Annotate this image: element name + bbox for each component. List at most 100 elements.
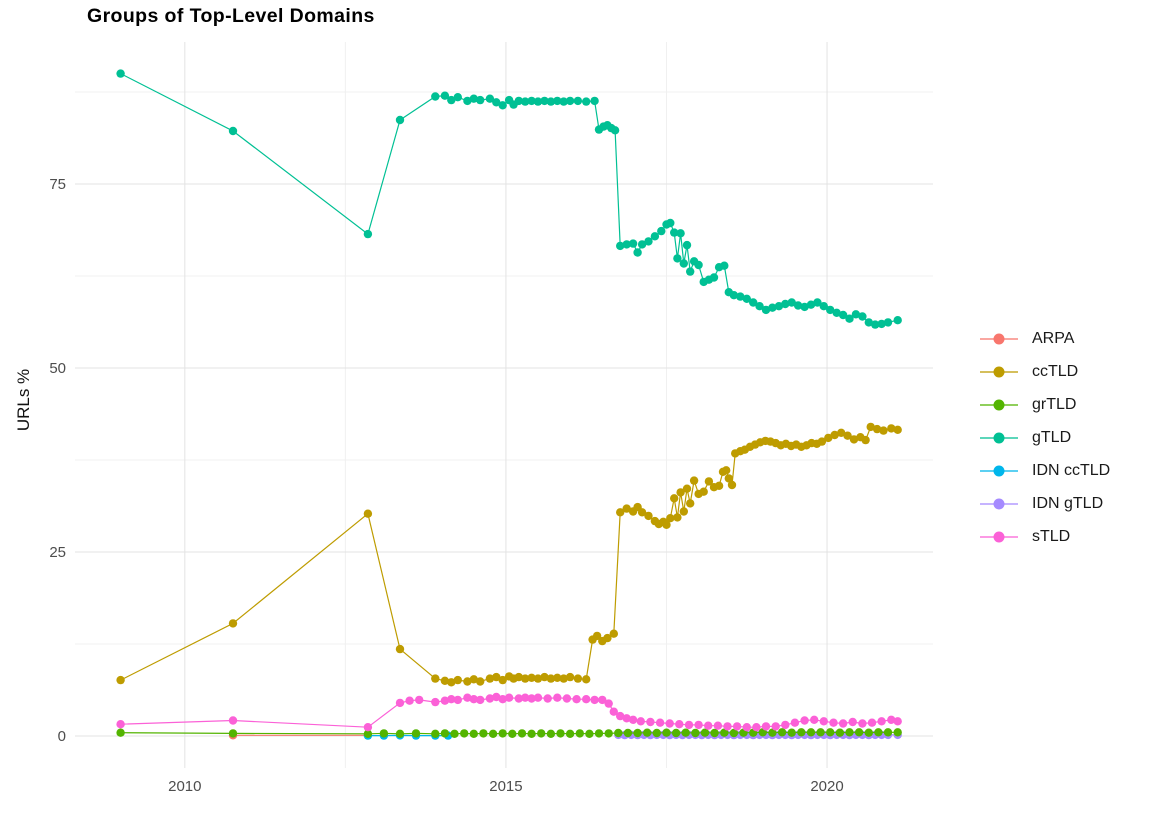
legend-label: gTLD <box>1032 428 1072 446</box>
series-sTLD <box>116 692 902 732</box>
data-point <box>879 426 888 435</box>
data-point <box>864 318 873 327</box>
data-point <box>460 729 469 738</box>
data-point <box>650 232 660 241</box>
legend-label: ccTLD <box>1032 362 1079 380</box>
data-point <box>585 729 594 738</box>
legend-label: IDN ccTLD <box>1032 461 1111 479</box>
data-point <box>858 312 867 321</box>
legend-key-icon <box>980 498 1018 509</box>
data-point <box>768 728 777 737</box>
data-point <box>637 240 647 249</box>
data-point <box>806 728 816 737</box>
data-point <box>469 94 478 103</box>
data-point <box>363 229 373 239</box>
data-point <box>682 484 692 493</box>
data-point <box>395 698 405 708</box>
data-point <box>527 673 536 682</box>
data-point <box>546 674 556 683</box>
data-point <box>504 693 514 702</box>
data-point <box>463 693 472 702</box>
legend-key-icon <box>980 333 1018 344</box>
data-point <box>395 729 405 738</box>
legend: ARPA ccTLD grTLD gTLD IDN ccTLD IDN gTLD sTLD <box>978 322 1110 553</box>
grid-minor <box>75 42 933 768</box>
data-point <box>616 711 625 721</box>
data-point <box>874 728 883 737</box>
legend-label: sTLD <box>1032 527 1071 545</box>
data-point <box>616 508 625 517</box>
data-point <box>485 674 495 683</box>
data-point <box>893 728 902 737</box>
data-point <box>514 672 523 682</box>
data-point <box>761 305 771 315</box>
data-point <box>395 115 405 125</box>
data-point <box>540 672 549 682</box>
data-point <box>508 729 517 738</box>
data-point <box>832 308 841 317</box>
series-gTLD <box>116 69 902 329</box>
data-point <box>777 728 787 737</box>
data-point <box>871 320 880 329</box>
legend-item-grTLD: grTLD <box>978 388 1110 421</box>
data-point <box>849 435 859 444</box>
data-point <box>228 619 238 628</box>
data-point <box>628 715 638 724</box>
y-tick-label: 0 <box>58 728 66 745</box>
data-point <box>556 729 565 738</box>
legend-item-ARPA: ARPA <box>978 322 1110 355</box>
data-point <box>521 674 530 683</box>
x-axis-tick-labels: 2010 2015 2020 <box>168 778 844 795</box>
data-point <box>830 430 839 440</box>
data-point <box>395 644 405 654</box>
legend-item-IDN-gTLD: IDN gTLD <box>978 487 1110 520</box>
data-point <box>582 675 591 684</box>
data-point <box>694 720 703 730</box>
data-point <box>453 695 462 705</box>
data-point <box>843 431 852 440</box>
data-point <box>565 672 575 682</box>
data-point <box>453 675 462 685</box>
data-point <box>893 425 902 434</box>
data-point <box>543 694 552 703</box>
data-point <box>704 721 713 730</box>
data-point <box>838 719 848 728</box>
data-point <box>761 722 771 731</box>
data-point <box>700 728 710 737</box>
data-point <box>713 721 723 730</box>
data-point <box>521 97 530 106</box>
data-point <box>736 292 745 301</box>
data-point <box>628 239 638 248</box>
data-point <box>469 695 478 704</box>
data-point <box>537 729 546 738</box>
data-point <box>485 94 495 103</box>
data-point <box>431 674 440 683</box>
data-point <box>498 729 507 738</box>
legend-key-icon <box>980 432 1018 443</box>
data-point <box>714 481 724 490</box>
data-point <box>514 96 523 106</box>
data-point <box>637 508 647 517</box>
legend-key-icon <box>980 531 1018 542</box>
data-point <box>800 716 809 725</box>
series-grTLD <box>116 728 902 738</box>
data-point <box>781 299 790 309</box>
data-point <box>565 729 575 738</box>
data-point <box>440 676 450 685</box>
data-point <box>872 424 882 434</box>
data-point <box>793 301 803 310</box>
data-point <box>533 693 543 702</box>
data-point <box>453 93 462 102</box>
data-point <box>866 422 875 432</box>
data-point <box>582 97 591 106</box>
data-point <box>662 728 671 737</box>
data-point <box>729 728 739 738</box>
data-point <box>675 720 684 729</box>
data-point <box>644 511 653 521</box>
data-point <box>498 101 507 110</box>
data-point <box>447 695 456 704</box>
data-point <box>527 96 536 106</box>
data-point <box>447 95 456 105</box>
data-point <box>636 717 645 726</box>
data-point <box>699 487 708 496</box>
